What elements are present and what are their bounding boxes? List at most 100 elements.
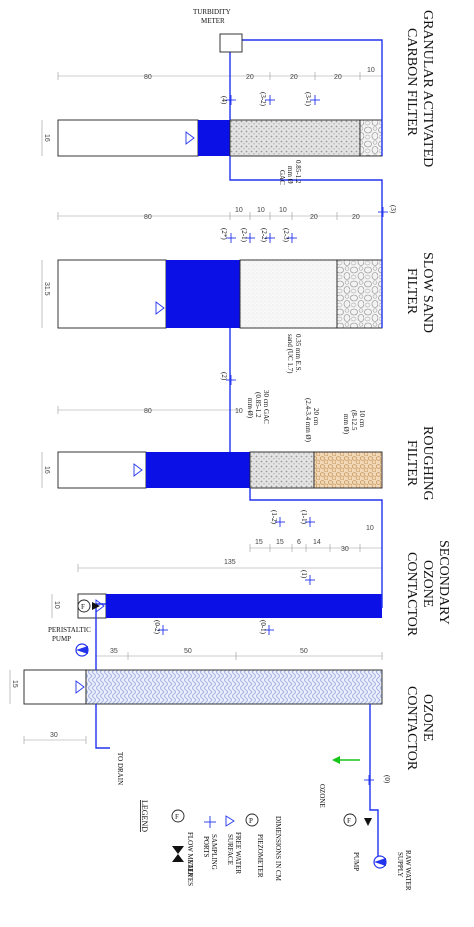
port-2: (2) bbox=[220, 372, 228, 381]
sampling-ports bbox=[158, 95, 388, 785]
oz-dim-3: 50 bbox=[300, 648, 308, 655]
legend-piezometer-icon bbox=[245, 813, 259, 827]
ssf-water bbox=[166, 260, 240, 328]
gac-dim-1: 20 bbox=[246, 74, 254, 81]
roughing-filter bbox=[57, 451, 383, 489]
legend-free-water-icon bbox=[225, 815, 235, 827]
rf-water bbox=[146, 452, 250, 488]
raw-water-label-2: SUPPLY bbox=[396, 852, 404, 877]
oz-dim-2: 50 bbox=[184, 648, 192, 655]
title-rf-1: ROUGHING bbox=[420, 426, 435, 501]
gac-media-3: GAC bbox=[278, 170, 286, 185]
title-ssf-2: FILTER bbox=[404, 268, 419, 315]
pump-label: PUMP bbox=[352, 852, 360, 871]
port-3: (3) bbox=[389, 205, 397, 214]
sec-water bbox=[106, 594, 382, 618]
peristaltic-label-2: PUMP bbox=[52, 635, 71, 643]
rough-gac-2: (0.85-1.2 bbox=[254, 392, 262, 418]
ssf-sand bbox=[239, 259, 338, 329]
ssf-dim-4: 20 bbox=[310, 214, 318, 221]
title-gac-2: CARBON FILTER bbox=[404, 28, 419, 137]
gac-dim-80: 80 bbox=[144, 74, 152, 81]
legend-flow-meter: FLOW METER bbox=[186, 832, 194, 878]
turbidity-label-2: METER bbox=[201, 17, 225, 25]
rf-dim-1: 10 bbox=[235, 408, 243, 415]
title-oz-1: OZONE bbox=[420, 694, 435, 741]
gac-water bbox=[198, 120, 230, 156]
rf-dimensions: 80 10 16 bbox=[41, 406, 251, 488]
ssf-dimensions: 80 10 10 10 20 20 31.5 bbox=[41, 207, 383, 328]
ssf-dim-1: 10 bbox=[235, 207, 243, 214]
sand-media-2: sand (UC 1.7) bbox=[286, 334, 294, 374]
ssf-dim-80: 80 bbox=[144, 214, 152, 221]
port-1-1: (1-1) bbox=[300, 510, 308, 525]
rf-freeboard bbox=[57, 451, 147, 489]
sec-dim-5: 30 bbox=[341, 546, 349, 553]
sec-dimensions: 135 15 15 6 14 30 10 10 bbox=[51, 525, 383, 618]
legend-dims: DIMENSIONS IN CM bbox=[274, 816, 282, 882]
peristaltic-pump: PERISTALTIC PUMP bbox=[48, 626, 91, 657]
rough-gac-3: mm Ø) bbox=[246, 398, 254, 419]
port-2-1: (2-1) bbox=[240, 228, 248, 243]
title-ssf-1: SLOW SAND bbox=[420, 252, 435, 333]
gac-media-1: 0.85-1.2 bbox=[294, 160, 302, 184]
gac-dim-width: 16 bbox=[43, 134, 50, 142]
sec-dim-6: 10 bbox=[366, 525, 374, 532]
slow-sand-filter bbox=[57, 259, 383, 329]
sec-dim-2: 15 bbox=[276, 539, 284, 546]
svg-text:P: P bbox=[249, 817, 253, 825]
rf-dim-width: 16 bbox=[43, 466, 50, 474]
rough-gravel-1: 20 cm bbox=[312, 408, 320, 426]
legend-sampling-1: SAMPLING bbox=[210, 834, 218, 870]
title-gac-1: GRANULAR ACTIVATED bbox=[420, 10, 435, 167]
gac-gravel bbox=[359, 119, 383, 157]
ssf-dim-3: 10 bbox=[279, 207, 287, 214]
rf-gac bbox=[249, 451, 315, 489]
svg-text:F: F bbox=[347, 817, 351, 825]
ssf-water-surface-icon bbox=[155, 301, 165, 315]
legend-free-water-1: FREE WATER bbox=[234, 832, 242, 874]
gac-dim-3: 20 bbox=[334, 74, 342, 81]
ssf-gravel bbox=[336, 259, 383, 329]
port-2-2: (2-2) bbox=[260, 228, 268, 243]
legend-free-water-2: SURFACE bbox=[226, 834, 234, 865]
rf-gravel bbox=[313, 451, 383, 489]
port-2-3: (2-3) bbox=[282, 228, 290, 243]
legend-valves: VALVES bbox=[186, 860, 194, 886]
rough-gac-1: 30 cm GAC bbox=[262, 390, 270, 424]
ssf-dim-width: 31.5 bbox=[43, 282, 50, 296]
raw-water-pump: F PUMP RAW WATER SUPPLY bbox=[343, 813, 412, 891]
to-drain-label: TO DRAIN bbox=[116, 752, 124, 785]
port-1-2: (1-2) bbox=[270, 510, 278, 525]
port-0-2: (0-2) bbox=[153, 620, 161, 635]
port-3-2: (3-2) bbox=[259, 92, 267, 107]
ssf-dim-5: 20 bbox=[352, 214, 360, 221]
rough-coarse-2: (8-12.5 bbox=[350, 410, 358, 431]
legend-title: LEGEND bbox=[140, 800, 149, 832]
oz-freeboard bbox=[23, 669, 87, 705]
flow-meter-top: F bbox=[77, 599, 100, 613]
gac-dim-2: 20 bbox=[290, 74, 298, 81]
legend-sampling-2: PORTS bbox=[202, 836, 210, 857]
oz-dim-1: 35 bbox=[110, 648, 118, 655]
oz-dim-width: 15 bbox=[11, 680, 18, 688]
svg-text:F: F bbox=[81, 603, 85, 611]
turbidity-label-1: TURBIDITY bbox=[193, 8, 231, 16]
legend-valve-icon bbox=[172, 846, 184, 854]
peristaltic-label-1: PERISTALTIC bbox=[48, 626, 91, 634]
rf-dim-80: 80 bbox=[144, 408, 152, 415]
title-rf-2: FILTER bbox=[404, 440, 419, 487]
rf-water-surface-icon bbox=[133, 463, 143, 477]
legend: LEGEND F FLOW METER VALVES SAMPLING PORT… bbox=[140, 800, 282, 886]
oz-dim-4: 30 bbox=[50, 732, 58, 739]
legend-piezometer: PIEZOMETER bbox=[256, 834, 264, 878]
ozone-contactor bbox=[23, 669, 383, 705]
valve-icon bbox=[364, 818, 372, 826]
title-oz-2: CONTACTOR bbox=[404, 686, 419, 771]
title-sec-1: SECONDARY bbox=[436, 540, 451, 625]
gac-media-2: mm Ø bbox=[286, 166, 294, 184]
port-2star: (2*) bbox=[220, 228, 228, 240]
gac-media bbox=[229, 119, 361, 157]
svg-text:F: F bbox=[175, 813, 179, 821]
